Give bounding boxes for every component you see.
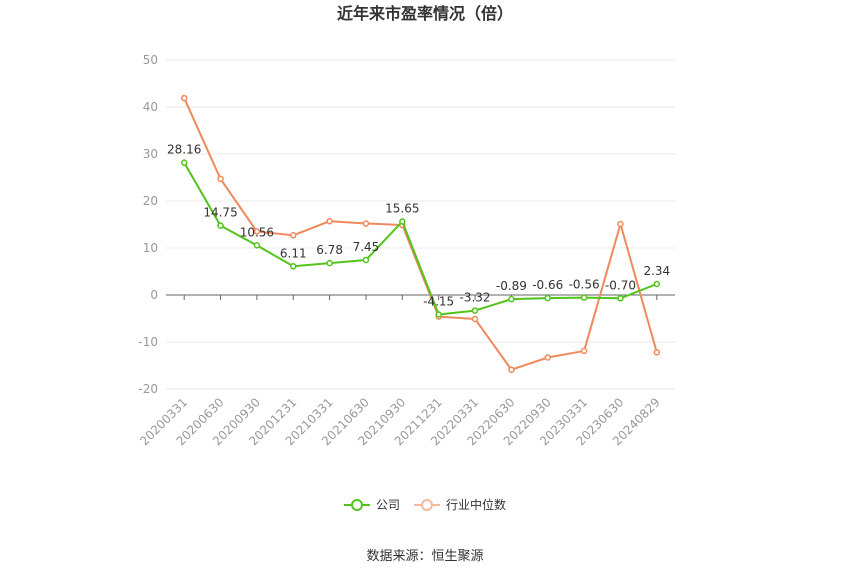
data-point-industry xyxy=(544,354,551,361)
data-point-company xyxy=(290,263,297,270)
grid-lines xyxy=(166,59,675,390)
data-point-industry xyxy=(362,220,370,227)
data-point-industry xyxy=(617,220,624,228)
chart-title: 近年来市盈率情况（倍） xyxy=(336,4,513,23)
series-lines xyxy=(180,94,661,373)
y-tick-label: 50 xyxy=(143,53,158,67)
data-point-industry xyxy=(290,232,297,239)
data-label-company: -0.56 xyxy=(569,278,600,292)
data-label-company: 6.11 xyxy=(280,246,307,260)
data-point-company xyxy=(217,222,224,229)
data-label-company: -0.66 xyxy=(532,278,563,292)
data-point-company xyxy=(180,159,188,166)
data-point-industry xyxy=(508,366,515,373)
data-point-company xyxy=(471,307,479,314)
legend-label-industry: 行业中位数 xyxy=(446,498,507,512)
y-tick-label: 30 xyxy=(143,147,158,161)
data-label-company: 15.65 xyxy=(385,201,419,215)
data-point-company xyxy=(326,259,333,267)
data-point-industry xyxy=(180,94,188,102)
data-label-company: -4.15 xyxy=(423,295,454,309)
legend: 公司 行业中位数 xyxy=(0,496,850,513)
y-tick-label: 0 xyxy=(150,288,158,302)
data-label-company: 28.16 xyxy=(167,143,201,157)
data-point-company xyxy=(508,295,515,303)
legend-marker-industry xyxy=(414,498,440,512)
data-point-industry xyxy=(253,228,261,235)
data-label-company: 6.78 xyxy=(316,243,343,257)
series-line-industry xyxy=(183,97,658,371)
data-label-company: 7.45 xyxy=(353,240,380,254)
legend-item-industry[interactable]: 行业中位数 xyxy=(414,496,506,513)
y-tick-label: 40 xyxy=(143,100,158,114)
data-label-company: -3.32 xyxy=(460,291,491,305)
data-point-company xyxy=(617,295,624,302)
data-point-industry xyxy=(653,349,661,356)
data-point-company xyxy=(653,280,661,288)
y-tick-label: 20 xyxy=(143,194,158,208)
data-label-company: 14.75 xyxy=(203,206,237,220)
y-tick-label: -20 xyxy=(138,382,158,396)
legend-item-company[interactable]: 公司 xyxy=(343,496,400,513)
data-point-industry xyxy=(326,217,333,225)
legend-label-company: 公司 xyxy=(375,498,400,512)
data-point-company xyxy=(544,294,551,302)
y-tick-label: -10 xyxy=(138,335,158,349)
series-line-company xyxy=(183,162,658,316)
data-label-company: 2.34 xyxy=(643,264,670,278)
data-point-company xyxy=(399,218,406,225)
data-point-company xyxy=(435,311,442,318)
legend-marker-company xyxy=(343,498,370,512)
data-label-company: -0.89 xyxy=(496,279,527,293)
y-tick-label: 10 xyxy=(143,241,158,255)
data-point-company xyxy=(362,256,370,264)
data-point-company xyxy=(253,242,261,249)
data-label-company: 10.56 xyxy=(240,225,274,239)
data-point-industry xyxy=(217,175,224,183)
data-source: 数据来源：恒生聚源 xyxy=(366,549,484,564)
data-point-industry xyxy=(580,347,588,355)
data-label-company: -0.70 xyxy=(605,278,636,292)
data-point-company xyxy=(580,294,588,301)
data-point-industry xyxy=(471,315,479,323)
